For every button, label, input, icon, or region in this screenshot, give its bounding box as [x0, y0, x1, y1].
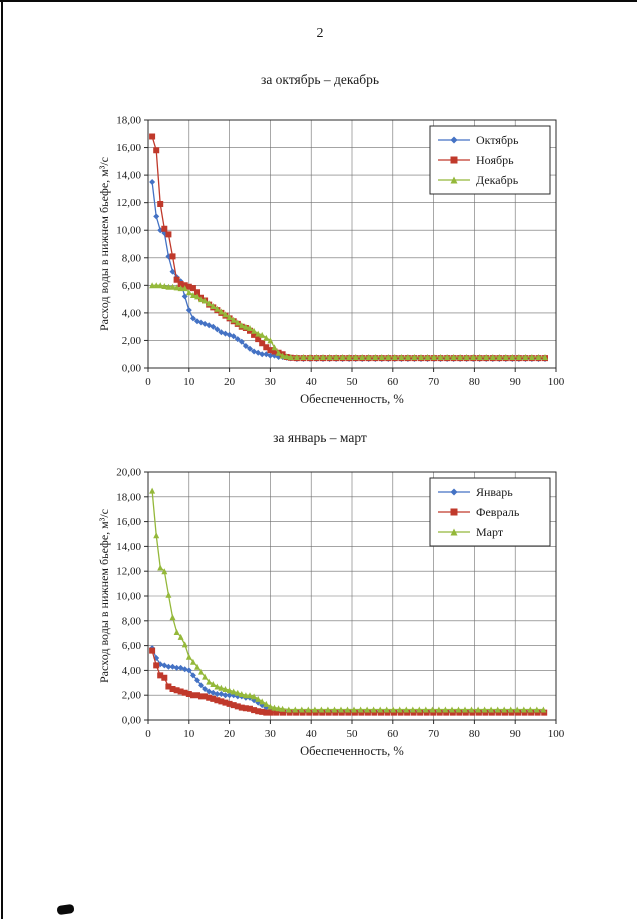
- series-3: [149, 282, 548, 360]
- svg-text:100: 100: [548, 376, 565, 388]
- svg-text:0,00: 0,00: [122, 715, 142, 727]
- chart-block-january-march: за январь – март 0,00 2,00 4,00 6,00 8,00 10,…: [0, 430, 640, 762]
- svg-text:18,00: 18,00: [116, 491, 141, 503]
- legend-label: Февраль: [476, 505, 520, 519]
- x-axis-label: Обеспеченность, %: [300, 744, 404, 758]
- svg-text:16,00: 16,00: [116, 516, 141, 528]
- svg-text:30: 30: [265, 728, 277, 740]
- svg-text:100: 100: [548, 728, 565, 740]
- svg-text:14,00: 14,00: [116, 541, 141, 553]
- series-markers: [149, 282, 548, 360]
- chart-title: за январь – март: [273, 430, 367, 445]
- legend-label: Декабрь: [476, 173, 519, 187]
- svg-text:40: 40: [306, 728, 318, 740]
- y-axis-label: Расход воды в нижнем бьефе, м³/с: [97, 157, 111, 331]
- svg-text:20,00: 20,00: [116, 467, 141, 479]
- svg-text:70: 70: [428, 728, 440, 740]
- svg-text:90: 90: [510, 376, 522, 388]
- svg-text:10,00: 10,00: [116, 591, 141, 603]
- svg-text:8,00: 8,00: [122, 615, 142, 627]
- x-axis-label: Обеспеченность, %: [300, 392, 404, 406]
- svg-text:2,00: 2,00: [122, 690, 142, 702]
- legend: Октябрь Ноябрь Декабрь: [429, 125, 551, 195]
- svg-text:10,00: 10,00: [116, 225, 141, 237]
- svg-text:90: 90: [510, 728, 522, 740]
- svg-text:10: 10: [183, 376, 195, 388]
- legend-label: Ноябрь: [476, 153, 514, 167]
- svg-text:6,00: 6,00: [122, 280, 142, 292]
- svg-text:20: 20: [224, 376, 236, 388]
- axis-ticks: 0,00 2,00 4,00 6,00 8,00 10,00 12,00 14,00 16,00…: [116, 115, 565, 389]
- svg-text:80: 80: [469, 376, 481, 388]
- svg-text:2,00: 2,00: [122, 335, 142, 347]
- legend-label: Январь: [476, 485, 513, 499]
- svg-text:50: 50: [347, 376, 359, 388]
- chart-title: за октябрь – декабрь: [260, 72, 380, 87]
- svg-text:0: 0: [145, 376, 151, 388]
- svg-text:4,00: 4,00: [122, 665, 142, 677]
- svg-text:12,00: 12,00: [116, 197, 141, 209]
- series-3: [149, 487, 547, 713]
- svg-text:70: 70: [428, 376, 440, 388]
- svg-text:30: 30: [265, 376, 277, 388]
- legend: Январь Февраль Март: [429, 477, 551, 547]
- legend-label: Октябрь: [476, 133, 519, 147]
- series-2: [149, 647, 548, 716]
- svg-text:18,00: 18,00: [116, 115, 141, 127]
- axis-ticks: 0,00 2,00 4,00 6,00 8,00 10,00 12,00 14,00 16,00…: [116, 467, 565, 741]
- svg-text:50: 50: [347, 728, 359, 740]
- svg-text:60: 60: [387, 728, 399, 740]
- svg-text:8,00: 8,00: [122, 252, 142, 264]
- svg-text:4,00: 4,00: [122, 307, 142, 319]
- svg-text:10: 10: [183, 728, 195, 740]
- scan-edge-top: [0, 0, 637, 2]
- svg-text:16,00: 16,00: [116, 142, 141, 154]
- y-axis-label: Расход воды в нижнем бьефе, м³/с: [97, 509, 111, 683]
- svg-text:0: 0: [145, 728, 151, 740]
- svg-text:40: 40: [306, 376, 318, 388]
- svg-text:12,00: 12,00: [116, 566, 141, 578]
- svg-text:0,00: 0,00: [122, 363, 142, 375]
- chart-canvas-january-march: 0,00 2,00 4,00 6,00 8,00 10,00 12,00 14,00 16,00…: [94, 462, 568, 762]
- scan-mark-bottom: [56, 903, 75, 916]
- svg-text:80: 80: [469, 728, 481, 740]
- chart-block-october-december: за октябрь – декабрь 0,00 2,00 4,00 6,00 8,0…: [0, 72, 640, 410]
- svg-text:14,00: 14,00: [116, 170, 141, 182]
- scan-edge-left: [1, 0, 3, 919]
- legend-label: Март: [476, 525, 504, 539]
- chart-canvas-october-december: 0,00 2,00 4,00 6,00 8,00 10,00 12,00 14,00 16,00…: [94, 110, 568, 410]
- svg-text:20: 20: [224, 728, 236, 740]
- svg-text:6,00: 6,00: [122, 640, 142, 652]
- svg-text:60: 60: [387, 376, 399, 388]
- page-number: 2: [316, 26, 324, 41]
